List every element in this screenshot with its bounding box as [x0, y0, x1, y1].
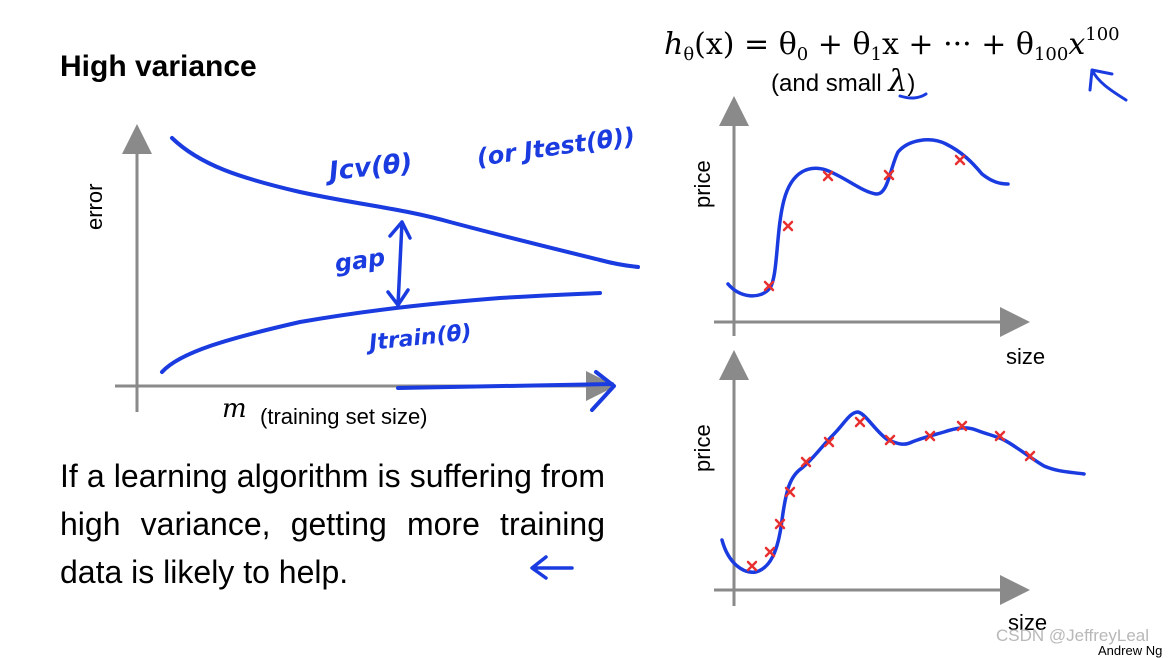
bottom-marker-3 [774, 518, 786, 530]
bottom-marker-9 [924, 430, 936, 442]
size-axis-label-bottom: size [1008, 610, 1048, 635]
formula-h: h [664, 27, 684, 62]
jcv-annotation: Jcv(θ) [323, 148, 414, 187]
bottom-marker-7 [854, 416, 866, 428]
m-symbol: m [222, 394, 247, 424]
bottom-marker-12 [1024, 450, 1036, 462]
bottom-marker-5 [800, 456, 812, 468]
slide-title: High variance [60, 50, 257, 83]
formula-pointer-arrow [1088, 68, 1128, 102]
bottom-marker-1 [746, 560, 758, 572]
top-marker-4 [883, 169, 895, 181]
bottom-marker-10 [956, 420, 968, 432]
lambda-note-suffix: ) [907, 70, 916, 97]
formula-mid: + θ [808, 27, 871, 62]
top-plot-fit-curve [726, 138, 1010, 298]
formula-sub-1: 1 [870, 44, 882, 65]
gap-arrow [386, 220, 412, 307]
conclusion-text: If a learning algorithm is suffering fro… [60, 458, 605, 590]
top-marker-5 [954, 154, 966, 166]
lambda-underline [898, 92, 928, 100]
jtrain-annotation: Jtrain(θ) [364, 320, 473, 356]
hypothesis-formula: hθ(x) = θ0 + θ1x + ··· + θ100x100 [664, 24, 1120, 65]
formula-sub-100: 100 [1033, 44, 1069, 65]
formula-mid2: x + ··· + θ [881, 27, 1034, 62]
top-marker-1 [763, 280, 775, 292]
lambda-note-prefix: (and small [771, 70, 889, 97]
jtest-annotation: (or Jtest(θ)) [475, 122, 637, 172]
jcv-curve [170, 136, 640, 269]
top-marker-2 [782, 220, 794, 232]
lambda-note: (and small λ) [771, 64, 915, 99]
formula-sub-0: 0 [796, 44, 809, 65]
jtrain-curve [160, 291, 602, 374]
bottom-marker-8 [884, 434, 896, 446]
bottom-plot-fit-curve [720, 410, 1086, 574]
bottom-marker-2 [764, 546, 776, 558]
formula-xend: x [1068, 27, 1086, 62]
bottom-plot-markers [746, 416, 1036, 572]
lambda-symbol: λ [888, 64, 908, 99]
conclusion-pointer-arrow [530, 555, 574, 580]
bottom-marker-11 [994, 430, 1006, 442]
gap-annotation: gap [333, 243, 387, 278]
top-marker-3 [822, 170, 834, 182]
author-credit: Andrew Ng [1098, 643, 1163, 658]
training-set-size-label: (training set size) [260, 404, 428, 429]
top-plot-markers [763, 154, 966, 292]
formula-x: (x) = θ [694, 27, 797, 62]
formula-exp: 100 [1085, 24, 1120, 45]
x-axis-blue-arrow [396, 370, 616, 412]
formula-theta-sub: θ [683, 44, 695, 65]
bottom-marker-6 [823, 436, 835, 448]
bottom-marker-4 [784, 486, 796, 498]
size-axis-label-top: size [1006, 344, 1046, 369]
watermark: CSDN @JeffreyLeal [996, 626, 1149, 645]
